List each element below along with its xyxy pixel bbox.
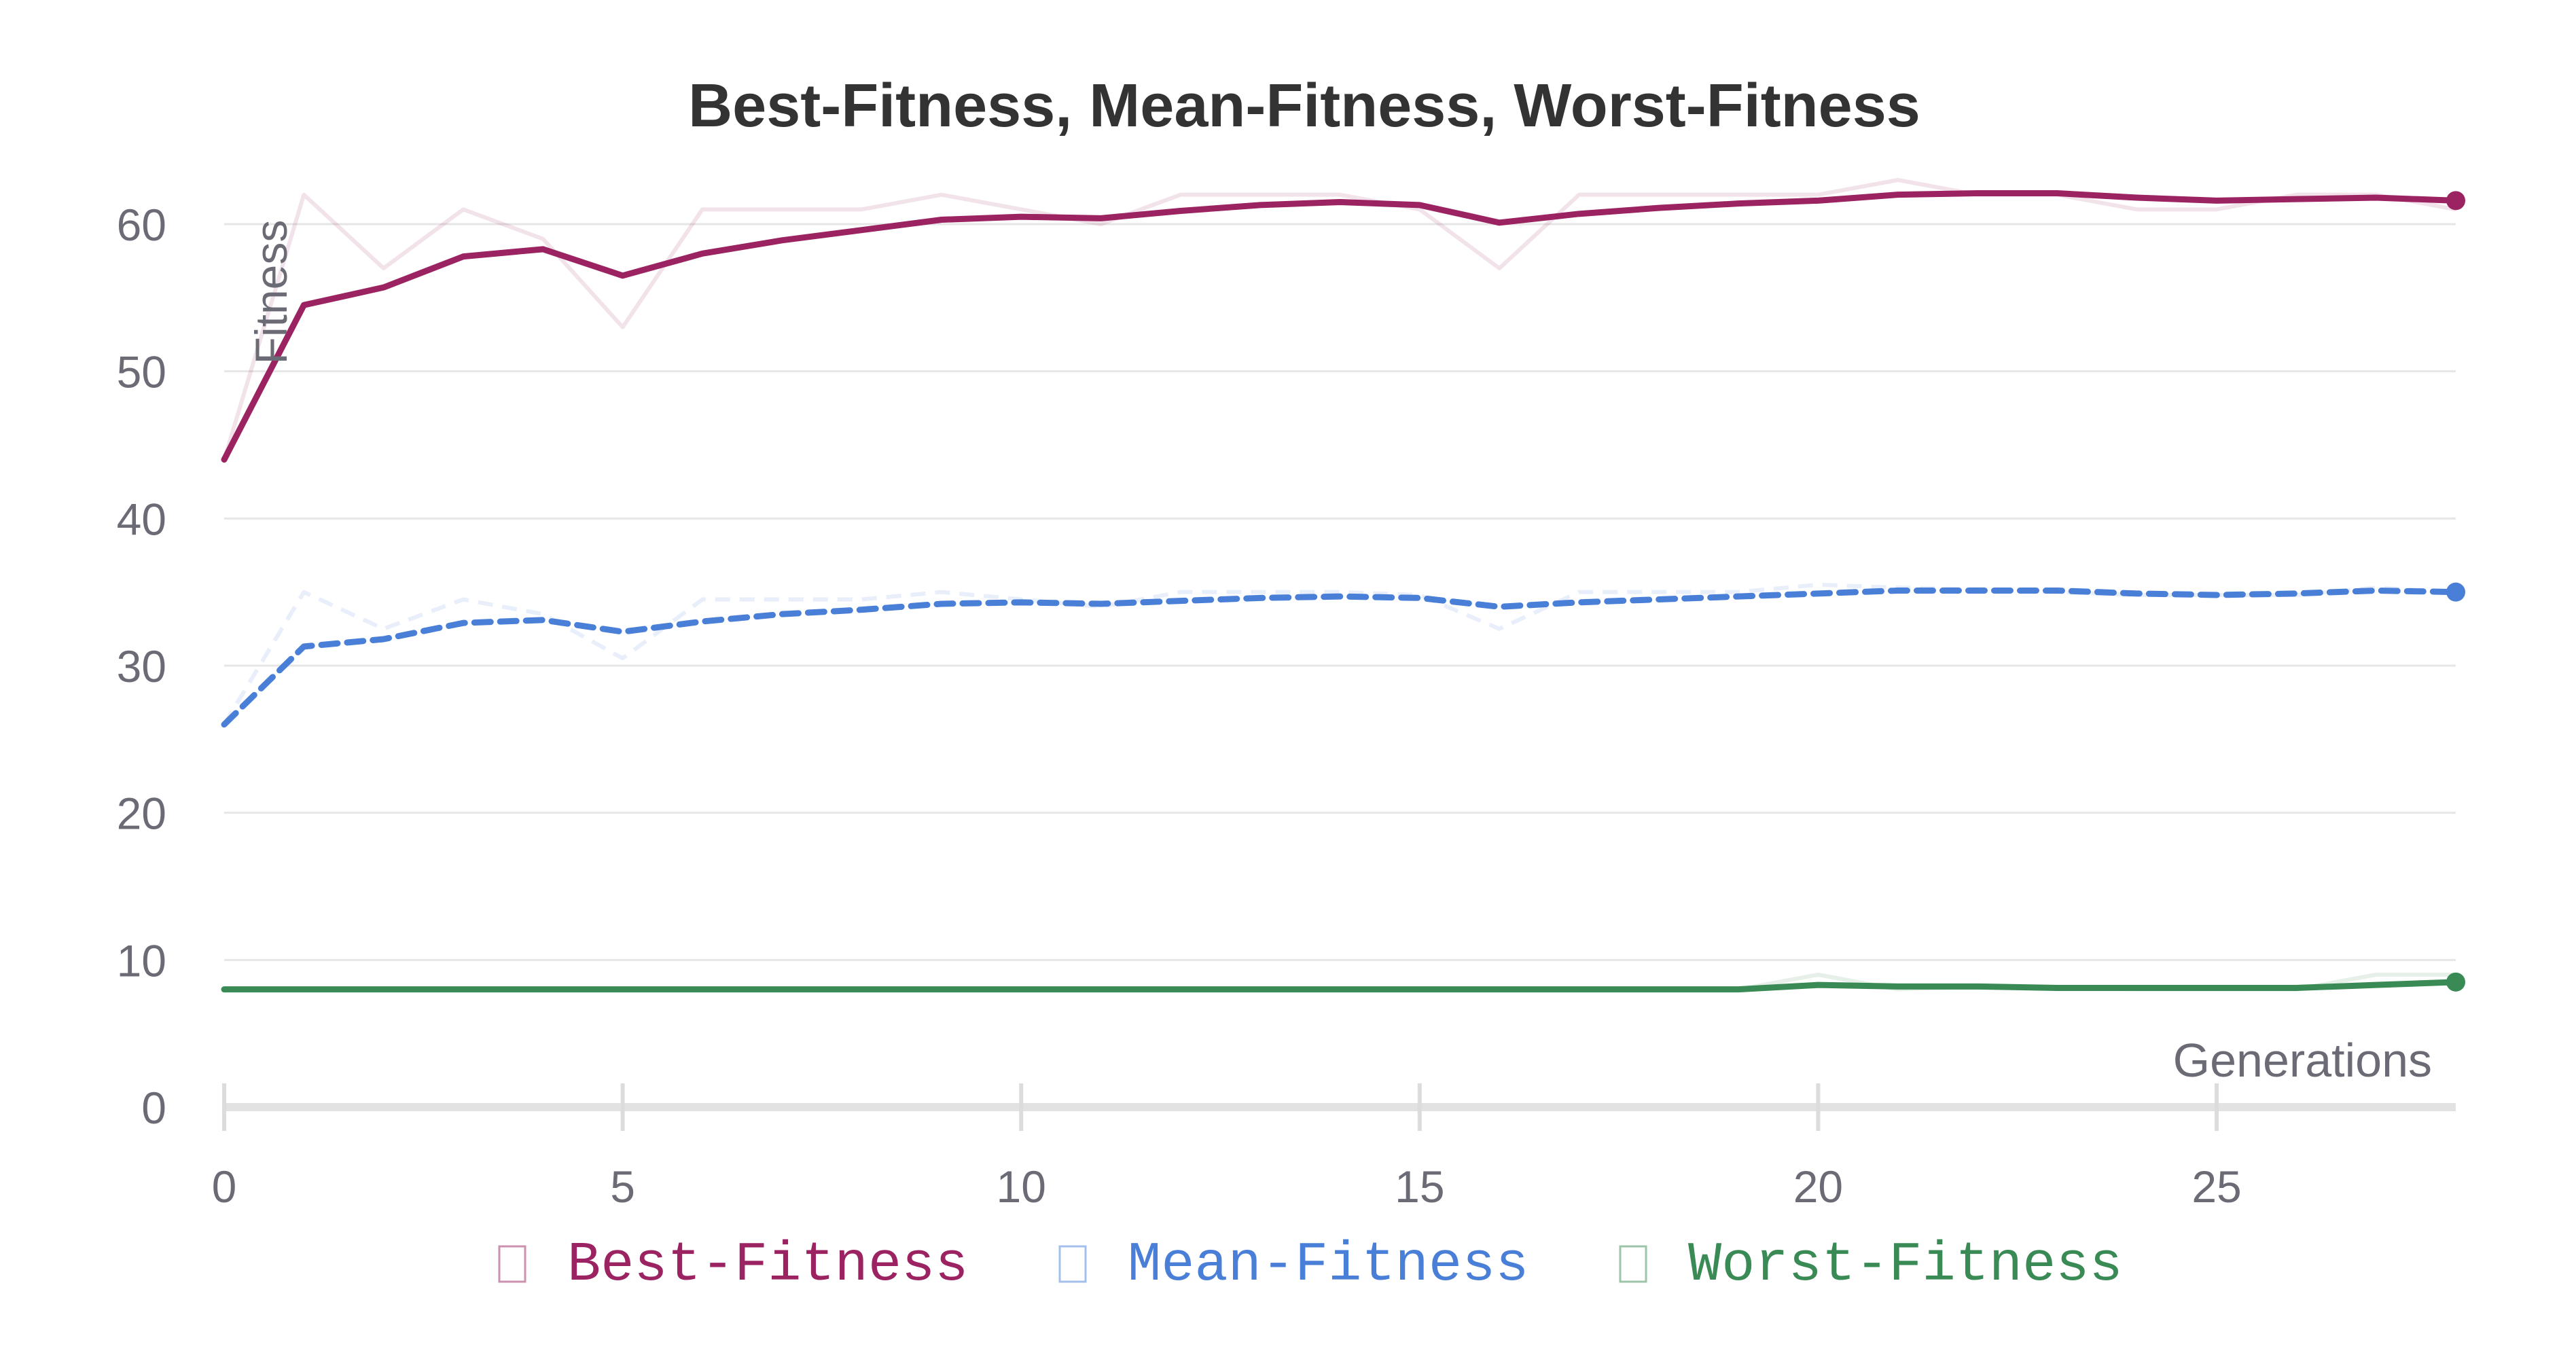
- legend-item-best-fitness[interactable]: Best-Fitness: [498, 1233, 969, 1297]
- chart-title: Best-Fitness, Mean-Fitness, Worst-Fitnes…: [688, 72, 1920, 140]
- legend-label-worst-fitness: Worst-Fitness: [1688, 1233, 2123, 1297]
- legend: Best-Fitness Mean-Fitness Worst-Fitness: [498, 1233, 2123, 1297]
- grid-lines: [224, 223, 2456, 961]
- worst-fitness-line: [221, 979, 2459, 993]
- legend-swatch-best-fitness: [498, 1245, 526, 1283]
- mean-fitness-raw-line: [222, 582, 2456, 726]
- y-tick-label-20: 20: [117, 789, 166, 839]
- mean-fitness-end-point: [2446, 582, 2465, 602]
- worst-fitness-end-point: [2446, 972, 2465, 992]
- best-fitness-end-point: [2446, 191, 2465, 211]
- x-tick-label-0: 0: [212, 1161, 237, 1212]
- mean-fitness-line: [221, 588, 2459, 728]
- y-axis-label: Fitness: [246, 220, 296, 365]
- best-fitness-line: [221, 190, 2459, 463]
- y-tick-label-60: 60: [117, 200, 166, 250]
- legend-item-worst-fitness[interactable]: Worst-Fitness: [1619, 1233, 2123, 1297]
- x-tick-label-5: 5: [610, 1161, 635, 1212]
- legend-label-best-fitness: Best-Fitness: [567, 1233, 969, 1297]
- y-tick-label-40: 40: [117, 494, 166, 544]
- smoothed-series-layer: [221, 190, 2459, 993]
- y-tick-label-10: 10: [117, 935, 166, 986]
- legend-swatch-worst-fitness: [1619, 1245, 1647, 1283]
- legend-label-mean-fitness: Mean-Fitness: [1128, 1233, 1529, 1297]
- series-end-markers: [2446, 191, 2465, 992]
- best-fitness-raw-line: [222, 178, 2456, 461]
- x-tick-label-10: 10: [997, 1161, 1046, 1212]
- y-tick-label-50: 50: [117, 347, 166, 397]
- y-tick-label-30: 30: [117, 641, 166, 691]
- x-axis: 0 5 10 15 20 25: [212, 1083, 2456, 1212]
- x-tick-label-15: 15: [1395, 1161, 1444, 1212]
- legend-item-mean-fitness[interactable]: Mean-Fitness: [1058, 1233, 1529, 1297]
- x-tick-label-20: 20: [1793, 1161, 1843, 1212]
- y-axis-ticks: 0 10 20 30 40 50 60: [117, 200, 166, 1133]
- legend-swatch-mean-fitness: [1058, 1245, 1087, 1283]
- x-axis-label: Generations: [2173, 1034, 2432, 1087]
- x-tick-label-25: 25: [2192, 1161, 2241, 1212]
- raw-series-layer: [222, 178, 2456, 992]
- y-tick-label-0: 0: [141, 1083, 166, 1133]
